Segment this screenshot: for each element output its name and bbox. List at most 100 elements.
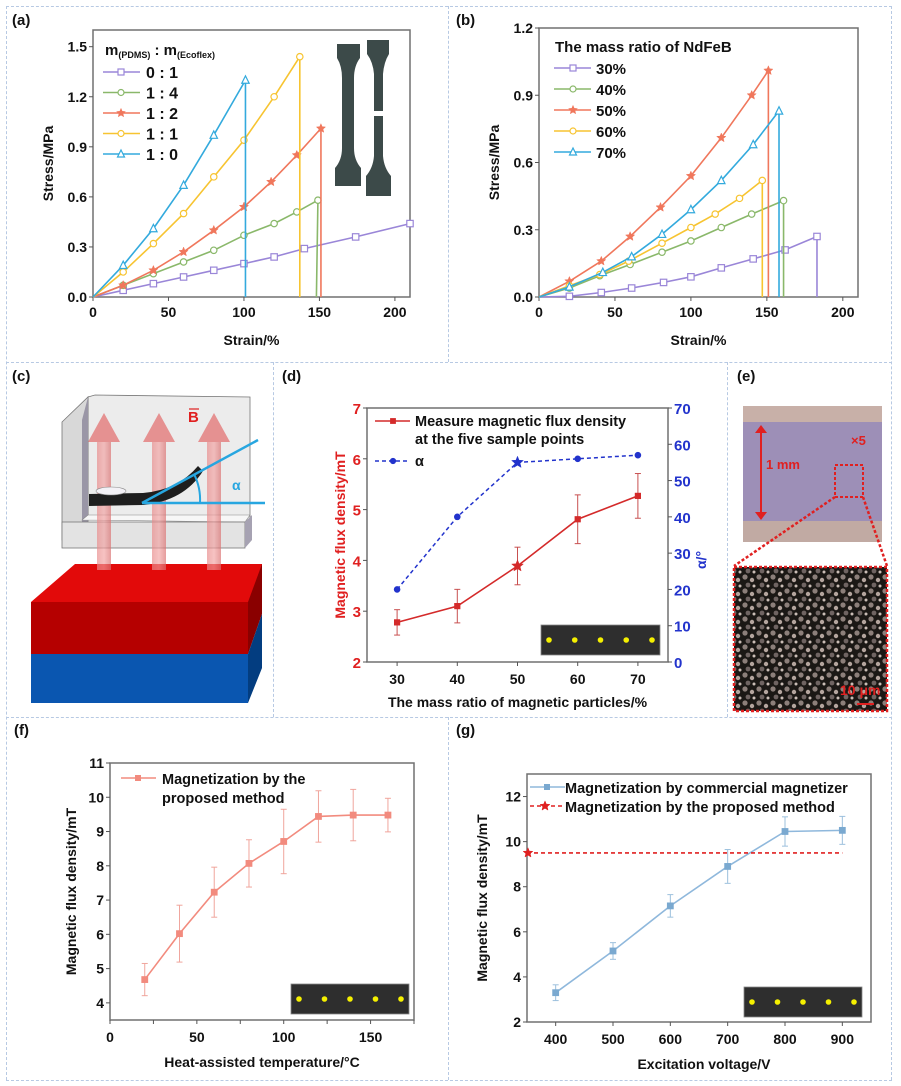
y-tick-label: 7 (353, 401, 361, 418)
data-point (119, 268, 127, 276)
sample-point (774, 999, 781, 1005)
data-point (779, 196, 788, 205)
data-point (454, 603, 461, 610)
panel-label-a: (a) (12, 12, 31, 29)
data-point (597, 288, 606, 297)
micrograph-low-mag (743, 406, 882, 542)
data-point (453, 513, 461, 521)
legend-marker (390, 418, 396, 424)
sample-points-inset (290, 983, 410, 1015)
y-tick-label: 4 (96, 995, 104, 1011)
legend-title: The mass ratio of NdFeB (555, 39, 732, 56)
series-line (92, 199, 319, 298)
y-tick-label: 1.2 (68, 89, 88, 105)
data-point (658, 239, 666, 248)
data-point (717, 223, 726, 232)
plot-frame (92, 29, 411, 298)
y-axis-label: Stress/MPa (40, 126, 56, 202)
y-tick-label: 0.9 (68, 139, 88, 155)
y-tick-label: 2 (513, 1014, 521, 1030)
legend-marker (117, 88, 125, 97)
magnet-north-front (31, 602, 248, 654)
highlight-point (511, 455, 524, 468)
panel-border-top (6, 6, 892, 7)
x-tick-label: 150 (359, 1029, 383, 1045)
x-tick-label: 50 (607, 304, 623, 320)
plot-frame (526, 773, 872, 1023)
y-tick-label: 0.0 (68, 289, 88, 305)
data-point (270, 253, 278, 261)
angle-arc (193, 473, 202, 504)
legend-label-line2: proposed method (162, 791, 284, 807)
panel-label-f: (f) (14, 722, 29, 739)
series-line (92, 222, 411, 298)
magnification-label: ×5 (851, 433, 866, 448)
divider-cd (273, 362, 274, 717)
data-point (148, 264, 159, 275)
x-tick-label: 400 (544, 1031, 568, 1047)
legend-item: 70% (554, 145, 626, 162)
x-tick-label: 60 (570, 671, 586, 687)
y-tick-label: 0.3 (514, 222, 534, 238)
data-point (245, 860, 253, 867)
x-tick-label: 150 (308, 304, 332, 320)
x-axis-label: Strain/% (670, 332, 727, 348)
y-tick-label: 8 (96, 858, 104, 874)
data-point (747, 210, 756, 218)
data-point (149, 239, 158, 248)
y-tick-label: 5 (353, 503, 361, 520)
series-70- (538, 105, 784, 298)
sample-points-inset (540, 624, 661, 656)
y-tick-label: 6 (353, 452, 361, 469)
legend-item: 1 : 1 (103, 127, 178, 144)
data-point (749, 255, 757, 263)
bent-sample-beam (89, 466, 203, 506)
legend-marker (115, 107, 127, 118)
x-tick-label: 0 (535, 304, 543, 320)
data-point (265, 176, 277, 187)
y-right-tick-label: 10 (674, 619, 691, 636)
legend-label: 0 : 1 (146, 65, 178, 82)
panel-label-g: (g) (456, 722, 476, 739)
sample-point (749, 999, 755, 1005)
data-point (574, 455, 582, 463)
sample-point (398, 996, 404, 1002)
data-point (296, 52, 304, 61)
x-tick-label: 100 (232, 304, 256, 320)
broken-specimen-top (367, 40, 389, 111)
series-proposed-method (141, 788, 392, 997)
legend-item: 1 : 4 (103, 86, 178, 103)
legend-label-line2: at the five sample points (415, 432, 584, 448)
legend: Magnetization by the proposed method (121, 772, 305, 807)
data-point (624, 231, 636, 241)
sample-point (571, 637, 578, 643)
data-point (406, 219, 414, 228)
x-tick-label: 70 (630, 671, 646, 687)
legend-label: Magnetization by commercial magnetizer (565, 781, 848, 797)
x-tick-label: 900 (831, 1031, 855, 1047)
magnet-side-blue (248, 614, 262, 703)
data-point (349, 811, 357, 819)
series-alpha (393, 451, 642, 593)
data-point (148, 223, 159, 233)
data-point (394, 619, 401, 626)
sample-point (800, 999, 806, 1005)
legend-marker (117, 129, 125, 138)
x-axis-label: Heat-assisted temperature/°C (164, 1054, 359, 1070)
divider-ab (448, 6, 449, 362)
sample-magnet-disk (95, 486, 127, 496)
data-point (735, 194, 744, 203)
series-line (92, 79, 247, 298)
x-axis-label: The mass ratio of magnetic particles/% (388, 694, 648, 710)
data-point (716, 132, 727, 143)
series-50- (538, 65, 774, 298)
legend: Magnetization by commercial magnetizer Ma… (530, 781, 848, 816)
data-point (176, 930, 183, 938)
data-point (270, 92, 278, 101)
data-point (209, 173, 218, 181)
x-tick-label: 600 (659, 1031, 683, 1047)
sample-point (649, 637, 655, 643)
y-right-tick-label: 0 (674, 655, 682, 672)
x-tick-label: 150 (755, 304, 779, 320)
zoom-connector-right (861, 496, 889, 567)
